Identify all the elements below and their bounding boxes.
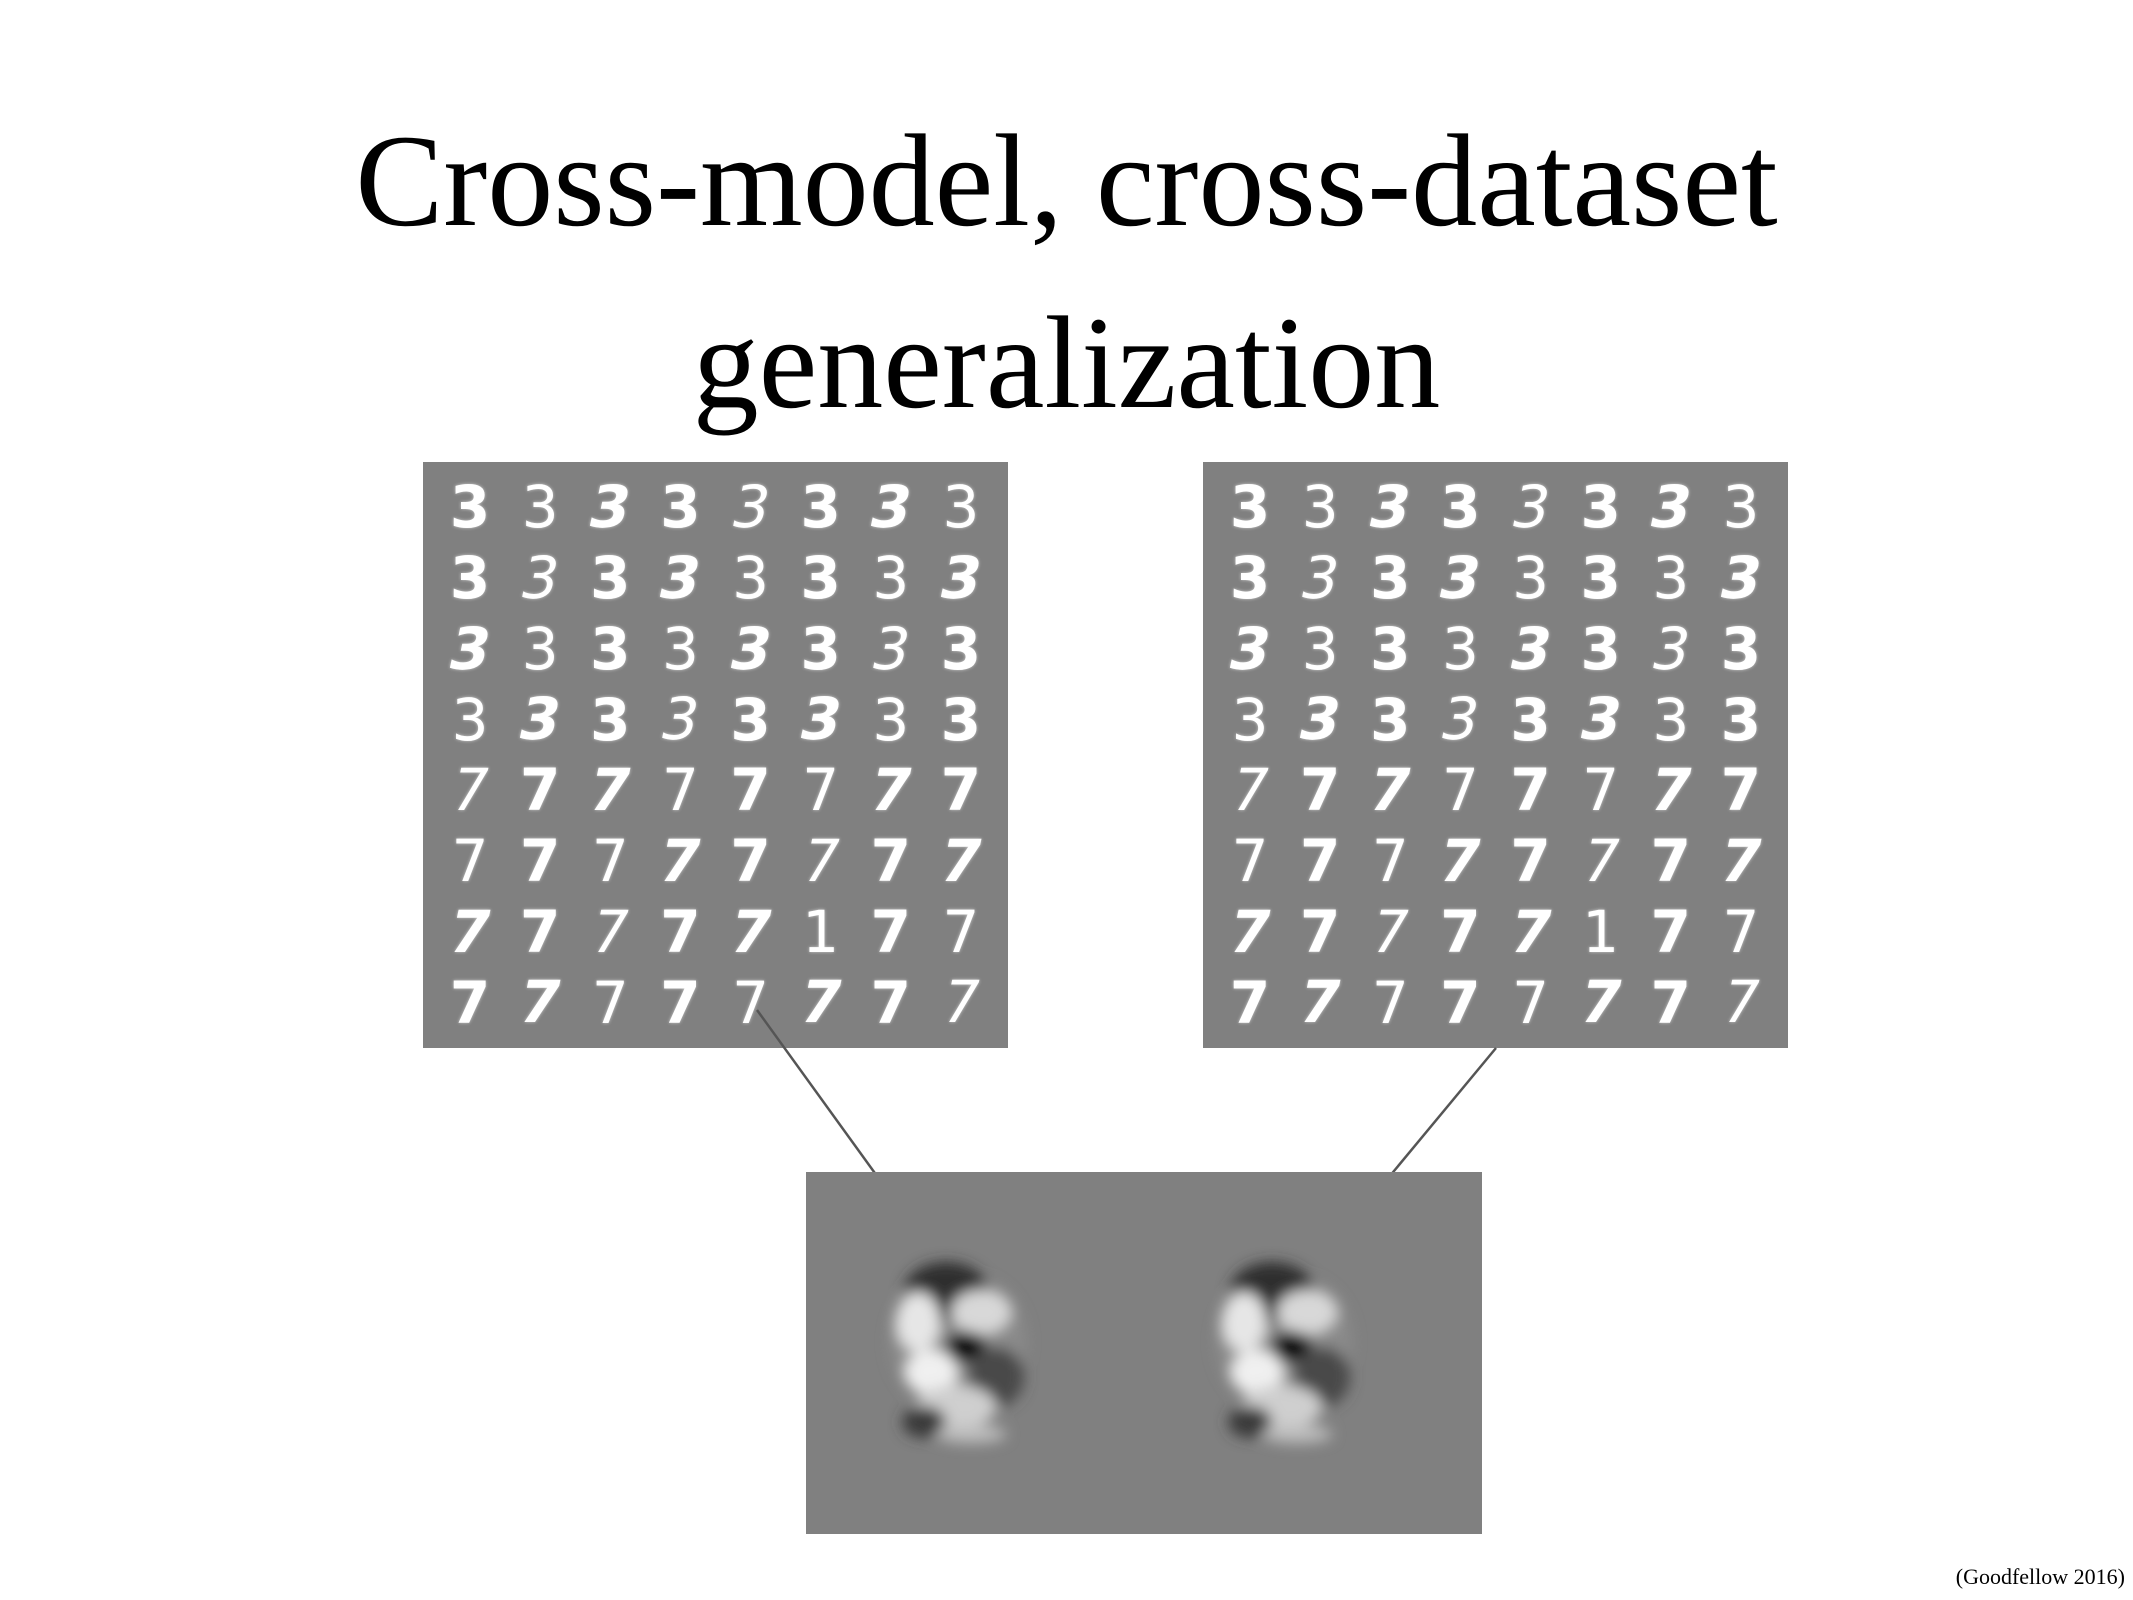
title-line-1: Cross-model, cross-dataset [355,107,1778,254]
digit-cell: 3 [1229,473,1271,542]
digit-cell: 7 [1300,897,1341,966]
digit-cell: 7 [660,968,701,1037]
digit-cell: 3 [1370,544,1411,613]
digit-cell: 7 [449,968,491,1037]
digit-cell: 3 [730,685,771,754]
digit-cell: 7 [1371,968,1409,1037]
digit-cell: 3 [1229,544,1271,613]
digit-cell: 7 [940,756,982,825]
digit-cell: 3 [800,544,841,613]
digit-cell: 3 [1231,685,1269,754]
perturbation-right [1216,1262,1352,1443]
title-line-2: generalization [692,289,1441,436]
digit-cell: 7 [1720,756,1762,825]
digit-cell: 3 [449,473,491,542]
digit-cell: 3 [1512,544,1550,613]
digit-cell: 3 [1301,614,1339,683]
digit-cell: 3 [940,614,982,683]
digit-cell: 3 [1580,473,1621,542]
digit-cell: 3 [800,473,841,542]
digit-cell: 7 [520,827,561,896]
digit-cell: 3 [521,473,559,542]
digit-cell: 3 [451,685,489,754]
digit-cell: 7 [1229,968,1271,1037]
digit-cell: 7 [870,827,911,896]
digit-cell: 3 [942,473,980,542]
digit-cell: 7 [1650,827,1691,896]
digit-cell: 3 [1301,473,1339,542]
adversarial-perturbation-panel [806,1172,1482,1534]
digit-cell: 7 [1371,827,1409,896]
digit-cell: 7 [1582,756,1620,825]
digit-cell: 3 [732,544,770,613]
digit-cell: 7 [870,897,911,966]
digit-cell: 7 [1300,756,1341,825]
digit-cell: 3 [449,544,491,613]
perturbation-left [890,1262,1026,1443]
digit-cell: 3 [1652,544,1690,613]
digit-cell: 3 [1580,614,1621,683]
digit-cell: 7 [1722,897,1760,966]
digit-cell: 7 [591,968,629,1037]
digit-cell: 3 [1441,614,1479,683]
digit-cell: 3 [1652,685,1690,754]
digit-cell: 7 [730,827,771,896]
digit-cell: 7 [661,756,699,825]
digit-cell: 7 [1650,897,1691,966]
digit-cell: 3 [521,614,559,683]
digit-cell: 3 [872,544,910,613]
digit-cell: 3 [590,544,631,613]
digit-cell: 7 [1510,827,1551,896]
digit-cell: 7 [870,968,911,1037]
digit-cell: 3 [590,614,631,683]
digit-cell: 7 [451,827,489,896]
digit-cell: 7 [730,756,771,825]
digit-cell: 7 [1650,968,1691,1037]
digit-cell: 7 [1510,756,1551,825]
citation: (Goodfellow 2016) [1955,1564,2125,1589]
digit-cell: 1 [802,897,840,966]
slide-title: Cross-model, cross-dataset generalizatio… [0,90,2133,454]
digit-cell: 7 [520,897,561,966]
digit-cell: 3 [1440,473,1481,542]
digit-cell: 1 [1582,897,1620,966]
digit-cell: 7 [1441,756,1479,825]
digit-cell: 7 [520,756,561,825]
digit-cell: 7 [591,827,629,896]
digit-cell: 3 [1720,685,1762,754]
digit-cell: 7 [942,897,980,966]
perturbation-images [890,1262,1352,1443]
digit-cell: 3 [1720,614,1762,683]
digit-cell: 7 [1440,968,1481,1037]
digit-cell: 3 [800,614,841,683]
digit-cell: 7 [1512,968,1550,1037]
digit-cell: 3 [1370,685,1411,754]
digit-cell: 3 [1510,685,1551,754]
digit-cell: 7 [1231,827,1269,896]
digit-cell: 7 [732,968,770,1037]
digit-cell: 3 [1370,614,1411,683]
digit-cell: 7 [802,756,840,825]
digit-cell: 3 [940,685,982,754]
digit-cell: 3 [661,614,699,683]
digit-cell: 3 [1722,473,1760,542]
digit-cell: 3 [660,473,701,542]
digit-cell: 3 [872,685,910,754]
digit-cell: 7 [1440,897,1481,966]
digit-cell: 7 [1300,827,1341,896]
digit-cell: 7 [660,897,701,966]
digit-cell: 3 [590,685,631,754]
digit-cell: 3 [1580,544,1621,613]
